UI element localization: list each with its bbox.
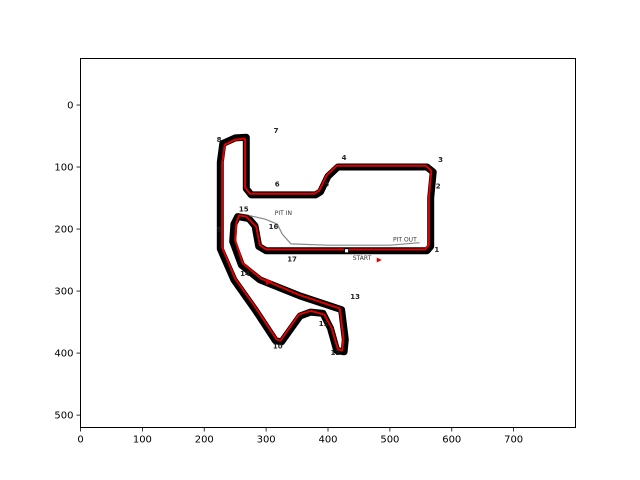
turn-label-8: 8 [217, 136, 222, 144]
turn-label-14: 14 [240, 270, 250, 278]
y-tick-label: 500 [54, 411, 73, 422]
turn-label-3: 3 [438, 156, 443, 164]
turn-label-17: 17 [287, 255, 297, 263]
turn-label-5: 5 [324, 180, 329, 188]
pit-lane [248, 214, 420, 246]
turn-label-4: 4 [342, 154, 347, 162]
turn-label-15: 15 [239, 206, 249, 214]
turn-label-13: 13 [350, 293, 360, 301]
turn-label-12: 12 [331, 349, 341, 357]
turn-label-9: 9 [217, 226, 222, 234]
racing-line [221, 137, 433, 352]
x-tick-label: 200 [195, 435, 214, 446]
turn-label-10: 10 [273, 343, 283, 351]
annotation-pit-out: PIT OUT [393, 236, 417, 243]
annotation-start: START [353, 255, 372, 262]
x-tick-label: 700 [504, 435, 523, 446]
y-tick-label: 200 [54, 225, 73, 236]
turn-label-11: 11 [319, 320, 329, 328]
x-tick-label: 0 [77, 435, 83, 446]
turn-label-6: 6 [275, 180, 280, 188]
y-tick-label: 300 [54, 287, 73, 298]
plot-frame [80, 58, 576, 428]
turn-label-16: 16 [269, 223, 279, 231]
x-tick-label: 600 [442, 435, 461, 446]
start-flag-icon [344, 248, 349, 254]
start-arrow-icon [376, 257, 382, 263]
annotation-pit-in: PIT IN [275, 210, 292, 217]
y-tick-label: 400 [54, 349, 73, 360]
track-outline [216, 133, 437, 356]
x-tick-label: 300 [257, 435, 276, 446]
x-tick-label: 100 [133, 435, 152, 446]
x-tick-label: 500 [380, 435, 399, 446]
x-axis: 0 100 200 300 400 500 600 700 [77, 427, 523, 446]
x-tick-label: 400 [318, 435, 337, 446]
turn-label-7: 7 [274, 127, 279, 135]
y-tick-label: 0 [67, 101, 73, 112]
y-tick-label: 100 [54, 163, 73, 174]
turn-label-2: 2 [436, 183, 441, 191]
turn14-marker-icon [266, 278, 273, 285]
y-axis: 0 100 200 300 400 500 [54, 101, 81, 422]
turn-label-1: 1 [434, 246, 439, 254]
